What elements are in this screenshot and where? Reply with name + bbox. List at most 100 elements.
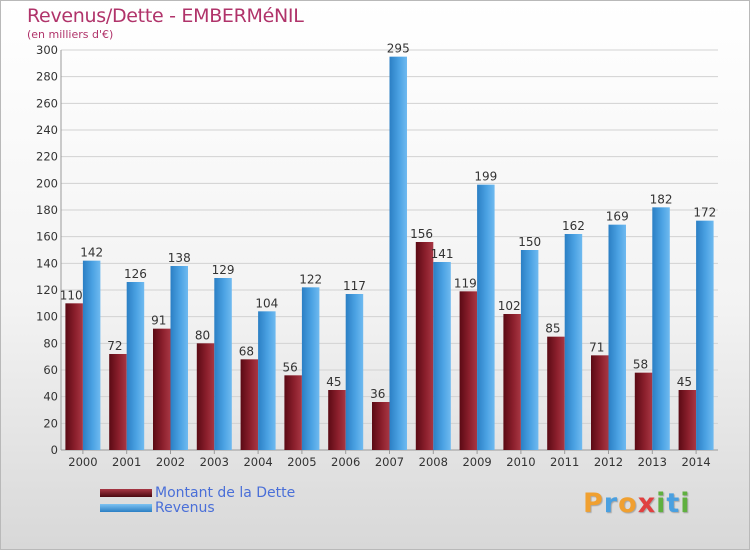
legend-label-debt: Montant de la Dette [155,485,296,501]
value-label-revenue-2013: 182 [650,192,673,206]
x-tick-label-2004: 2004 [243,455,272,469]
value-label-debt-2001: 72 [107,339,122,353]
bar-debt-2009 [459,291,478,450]
value-label-revenue-2002: 138 [168,251,191,265]
x-tick-label-2011: 2011 [550,455,579,469]
value-label-debt-2000: 110 [60,288,83,302]
y-tick-label: 280 [36,70,58,84]
value-label-revenue-2005: 122 [299,272,322,286]
x-tick-label-2000: 2000 [68,455,97,469]
bar-revenue-2010 [520,250,539,450]
bar-debt-2012 [591,355,609,450]
x-tick-label-2014: 2014 [681,455,710,469]
value-label-revenue-2012: 169 [606,210,629,224]
y-tick-label: 180 [36,203,58,217]
y-tick-label: 260 [36,96,58,110]
logo-letter: P [583,488,604,519]
y-tick-label: 20 [43,416,58,430]
value-label-debt-2011: 85 [545,322,560,336]
y-tick-label: 140 [36,256,58,270]
legend-label-revenue: Revenus [155,500,215,516]
value-label-debt-2007: 36 [370,387,385,401]
bar-debt-2002 [153,328,171,450]
x-tick-label-2001: 2001 [112,455,141,469]
bar-debt-2014 [678,390,697,450]
legend-swatch-revenue [100,504,152,512]
logo-letter: i [656,488,667,519]
x-tick-label-2007: 2007 [375,455,404,469]
y-tick-label: 40 [43,390,58,404]
logo-letter: t [666,488,681,519]
y-tick-label: 220 [36,150,58,164]
y-tick-label: 60 [43,363,58,377]
bar-debt-2006 [328,390,346,450]
bar-revenue-2000 [82,260,101,450]
chart-title: Revenus/Dette - EMBERMéNIL [27,5,304,27]
proxiti-logo: Proxiti [583,488,691,519]
logo-letter: o [618,488,638,519]
value-label-debt-2014: 45 [677,375,692,389]
bar-revenue-2002 [170,266,188,450]
value-label-revenue-2010: 150 [518,235,541,249]
bar-debt-2004 [240,359,259,450]
value-label-revenue-2011: 162 [562,219,585,233]
bar-debt-2001 [109,354,127,450]
value-label-revenue-2003: 129 [212,263,235,277]
value-label-revenue-2014: 172 [693,206,716,220]
value-label-revenue-2009: 199 [474,170,497,184]
bar-revenue-2013 [652,207,670,450]
value-label-revenue-2006: 117 [343,279,366,293]
x-tick-label-2008: 2008 [419,455,448,469]
bar-debt-2005 [284,375,302,450]
logo-letter: r [603,488,619,519]
value-label-debt-2008: 156 [410,227,433,241]
bar-revenue-2012 [608,224,626,450]
value-label-debt-2013: 58 [633,358,648,372]
bar-revenue-2001 [126,282,145,450]
x-tick-label-2005: 2005 [287,455,316,469]
value-label-revenue-2004: 104 [255,296,278,310]
bar-debt-2010 [503,314,521,450]
y-tick-label: 200 [36,176,58,190]
bar-revenue-2006 [345,294,364,450]
bar-debt-2008 [415,242,434,450]
value-label-revenue-2007: 295 [387,42,410,56]
value-label-debt-2010: 102 [498,299,521,313]
value-label-revenue-2001: 126 [124,267,147,281]
y-tick-label: 300 [36,43,58,57]
value-label-debt-2006: 45 [326,375,341,389]
bar-revenue-2003 [214,278,232,450]
legend-swatch-debt [100,489,152,497]
bar-revenue-2011 [564,234,583,450]
value-label-debt-2012: 71 [589,340,604,354]
x-tick-label-2006: 2006 [331,455,360,469]
y-tick-label: 100 [36,310,58,324]
x-tick-label-2002: 2002 [156,455,185,469]
bar-revenue-2014 [696,220,714,450]
bar-debt-2011 [547,336,565,450]
y-tick-label: 160 [36,230,58,244]
value-label-debt-2003: 80 [195,328,210,342]
bar-debt-2013 [634,372,653,450]
value-label-revenue-2008: 141 [431,247,454,261]
bar-debt-2007 [372,402,390,450]
x-tick-label-2003: 2003 [200,455,229,469]
y-tick-label: 240 [36,123,58,137]
x-tick-label-2009: 2009 [462,455,491,469]
bar-revenue-2007 [389,56,407,451]
y-tick-label: 80 [43,336,58,350]
bar-revenue-2004 [258,311,276,450]
bar-debt-2003 [196,343,215,450]
value-label-debt-2004: 68 [239,344,254,358]
value-label-debt-2002: 91 [151,314,166,328]
logo-letter: i [680,488,691,519]
bar-revenue-2005 [301,287,320,450]
value-label-revenue-2000: 142 [80,246,103,260]
logo-letter: x [637,488,657,519]
bar-revenue-2008 [433,262,451,450]
x-tick-label-2010: 2010 [506,455,535,469]
x-tick-label-2012: 2012 [594,455,623,469]
chart-subtitle: (en milliers d'€) [27,28,114,41]
value-label-debt-2009: 119 [454,276,477,290]
